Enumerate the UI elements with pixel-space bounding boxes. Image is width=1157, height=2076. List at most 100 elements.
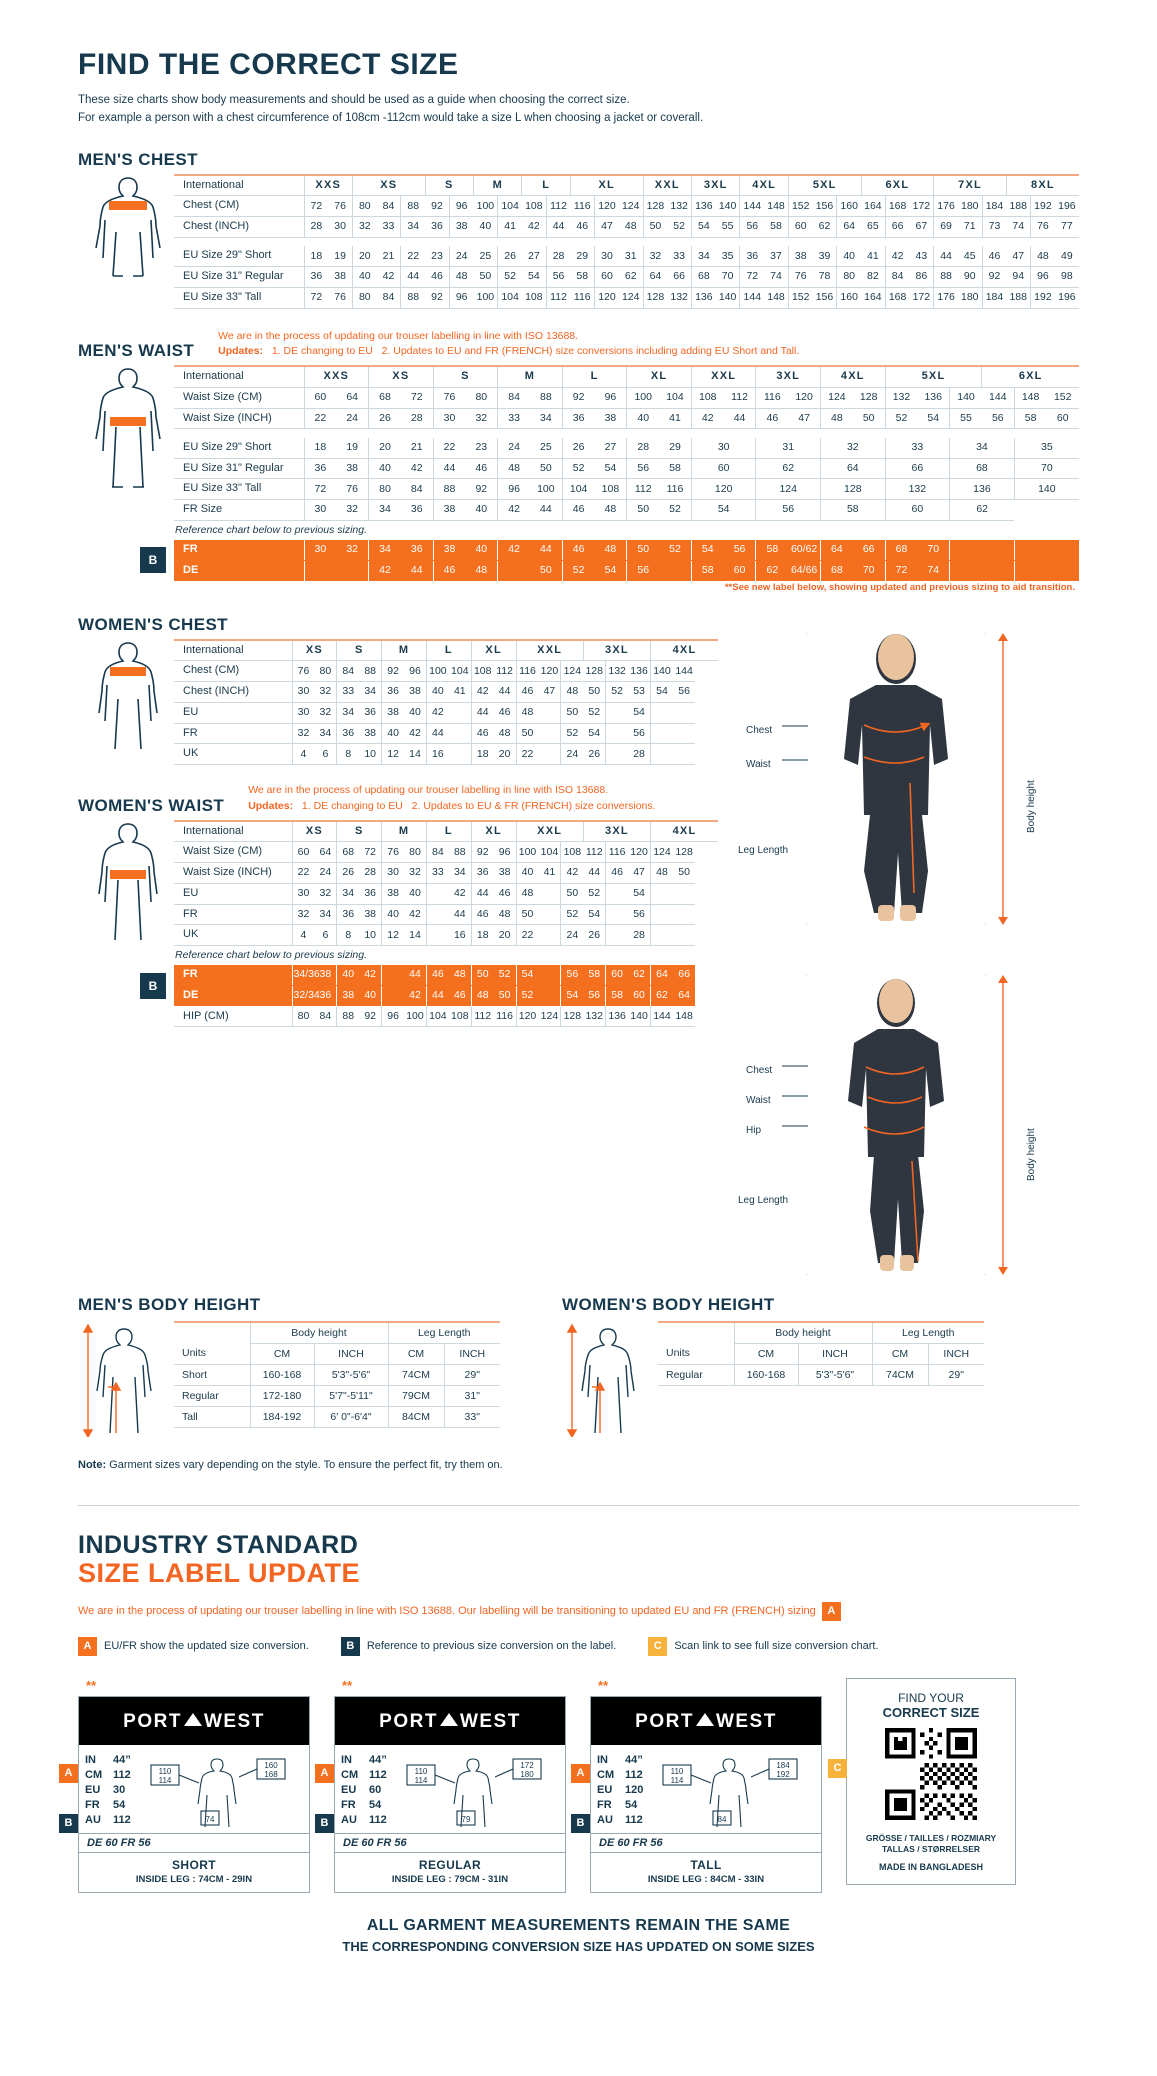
label-code-fr: FR 54: [597, 1798, 643, 1813]
cell: 36: [359, 883, 382, 905]
label-code-eu: EU 60: [341, 1783, 387, 1798]
size-header-6xl: 6XL: [981, 365, 1079, 388]
cell: 38: [328, 266, 353, 288]
cell: 76: [336, 478, 369, 501]
cell: 192: [1030, 195, 1055, 218]
cell: 50: [529, 560, 563, 582]
cell: 24: [314, 862, 337, 884]
table-row: Chest (INCH) 30 32 33 34 36 38 40 41 42 44 46 47 48 50…: [174, 681, 718, 703]
cell: 172: [909, 287, 934, 309]
bh-col-header: INCH: [443, 1343, 500, 1365]
size-header-l: L: [521, 173, 571, 197]
cell: 56: [672, 681, 696, 703]
label-code-fr: FR 54: [341, 1798, 387, 1813]
code-key: EU: [597, 1784, 613, 1796]
cell: 140: [715, 195, 740, 218]
female-hip-label: Hip: [746, 1124, 762, 1136]
cell: 50: [560, 702, 584, 724]
cell: 18: [470, 924, 494, 946]
mens-chest-title: MEN'S CHEST: [78, 149, 198, 169]
size-header-m: M: [381, 819, 427, 843]
table-row: Waist Size (CM) 60 64 68 72 76 80 84 88 92 96 100 10…: [174, 841, 718, 863]
updates-item-2: 2. Updates to EU and FR (FRENCH) size co…: [381, 345, 800, 358]
womens-height-figure: [562, 1321, 658, 1438]
cell: 76: [328, 287, 353, 309]
cell: 6: [314, 743, 337, 765]
updates-item-1-w: 1. DE changing to EU: [301, 799, 403, 812]
bh-cell: 31": [443, 1385, 500, 1407]
mens-chest-header: MEN'S CHEST: [78, 150, 1079, 170]
cell: 112: [545, 287, 571, 309]
cell: 74: [917, 560, 950, 582]
cell: 67: [909, 216, 934, 238]
label-size-codes: IN 44” CM 112 EU 30 FR 54 AU 112: [85, 1753, 131, 1831]
garment-label-card-short: ** PORT WEST IN 44” CM 112 EU 30 FR 54 AU 112 110 114 1…: [59, 1678, 310, 1893]
cell: 32: [642, 246, 668, 268]
size-header-3xl: 3XL: [582, 819, 651, 843]
cell: 120: [788, 387, 821, 409]
cell: [672, 883, 696, 905]
cell: 44: [432, 458, 466, 480]
cell: 48: [493, 904, 517, 926]
code-value: 112: [369, 1814, 387, 1827]
cell: 40: [404, 883, 427, 905]
reference-row: FR 34/36 38 40 42 44 46 48 50 52 54 56 58 60 62 64 66: [174, 965, 718, 986]
cell: 48: [465, 560, 498, 582]
cell: 60: [884, 499, 950, 521]
cell: 104: [448, 660, 472, 682]
cell: [497, 560, 530, 582]
label-code-in: IN 44”: [597, 1753, 643, 1768]
table-row: EU 30 32 34 36 38 40 42 44 46 48 50 52 54: [174, 702, 718, 724]
svg-text:114: 114: [158, 1776, 171, 1785]
cell: 52: [583, 883, 606, 905]
size-header-4xl: 4XL: [650, 638, 718, 662]
cell: 25: [529, 437, 563, 459]
cell: 34: [400, 216, 426, 238]
size-header-xs: XS: [291, 638, 337, 662]
qr-conversion-card[interactable]: FIND YOUR CORRECT SIZE GRÖSSE / TAILLES / …: [828, 1677, 1016, 1885]
cell: 58: [659, 458, 692, 480]
cell: 50: [672, 862, 696, 884]
cell: 22: [515, 743, 539, 765]
cell: 30: [328, 216, 353, 238]
garment-label-card-regular: ** PORT WEST IN 44” CM 112 EU 60 FR 54 AU 112 110 114 1…: [315, 1678, 566, 1893]
cell: 52: [667, 216, 692, 238]
cell: [1046, 560, 1079, 582]
cell: 116: [755, 387, 789, 409]
cell: [605, 904, 629, 926]
label-body: IN 44” CM 112 EU 120 FR 54 AU 112 110 114 184 192 84: [591, 1745, 821, 1833]
cell: 28: [400, 408, 434, 430]
cell: 38: [448, 216, 474, 238]
label-fit: SHORT: [172, 1857, 216, 1872]
cell: 184: [981, 195, 1007, 218]
cell: 50: [560, 883, 584, 905]
cell: 18: [303, 437, 337, 459]
bh-row: Tall 184-192 6' 0"-6'4" 84CM 33": [174, 1406, 500, 1428]
cell: 43: [909, 246, 934, 268]
row-label: Chest (INCH): [174, 216, 304, 238]
cell: 96: [594, 387, 627, 409]
cell: 36: [381, 681, 405, 703]
cell: 68: [336, 841, 360, 863]
cell: [1046, 540, 1079, 561]
label-brand-header: PORT WEST: [79, 1696, 309, 1745]
label-card: PORT WEST IN 44” CM 112 EU 30 FR 54 AU 112 110 114 160…: [78, 1695, 310, 1893]
cell: [538, 904, 561, 926]
qr-code-icon[interactable]: [885, 1727, 977, 1820]
female-height-icon: [566, 1323, 635, 1438]
industry-lead-text: We are in the process of updating our tr…: [78, 1605, 816, 1618]
table-header-row: International XS S M L XL XXL 3XL 4XL: [174, 819, 718, 843]
size-header-s: S: [336, 819, 382, 843]
badge-b-icon: B: [315, 1813, 334, 1833]
cell: 112: [470, 1006, 494, 1028]
label-code-cm: CM 112: [341, 1768, 387, 1783]
cell: 12: [381, 924, 405, 946]
cell: 40: [381, 723, 405, 745]
cell: 30: [291, 883, 315, 905]
cell: 48: [618, 216, 644, 238]
womens-waist-figure: [78, 820, 174, 1028]
cell: 36: [739, 246, 765, 268]
cell: 38: [359, 904, 382, 926]
cell: 96: [1030, 266, 1055, 288]
